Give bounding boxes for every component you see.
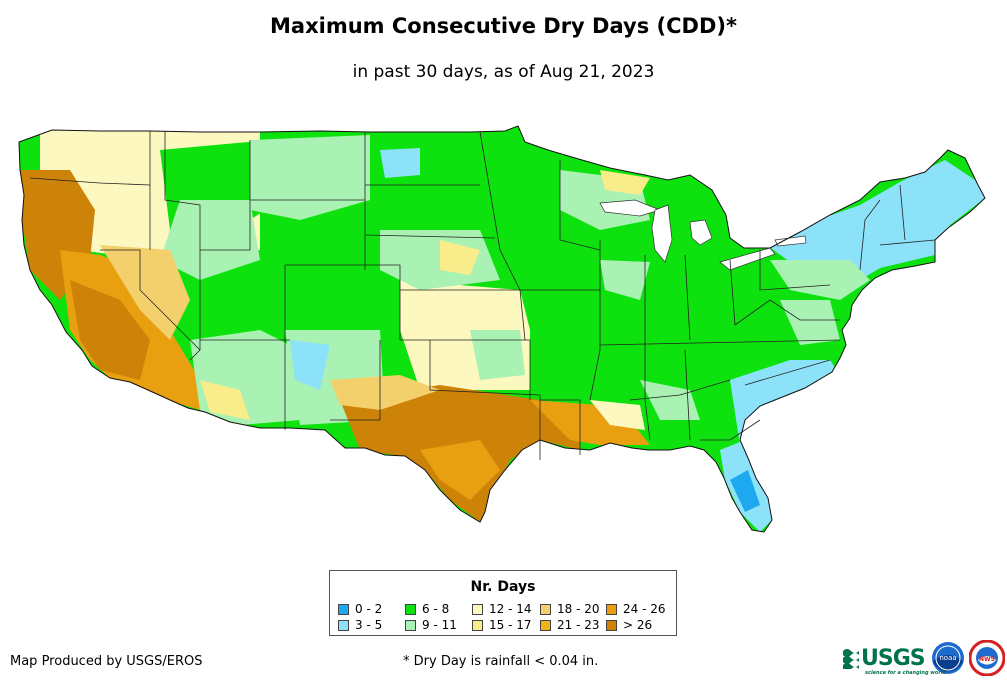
dry-day-note: * Dry Day is rainfall < 0.04 in. xyxy=(403,654,599,669)
legend-label: 3 - 5 xyxy=(355,618,383,632)
legend-item: 6 - 8 xyxy=(405,602,449,616)
noaa-logo-text: noaa xyxy=(939,654,956,662)
legend-title: Nr. Days xyxy=(470,579,536,595)
noaa-logo-icon: noaa xyxy=(931,642,964,674)
legend-item: 3 - 5 xyxy=(338,618,382,632)
usgs-tagline: science for a changing world xyxy=(865,669,947,676)
legend-item: 0 - 2 xyxy=(338,602,382,616)
legend-swatch xyxy=(472,603,483,615)
usgs-waves-icon xyxy=(843,649,859,669)
legend-label: 21 - 23 xyxy=(557,618,600,632)
legend-label: 18 - 20 xyxy=(557,602,600,616)
legend-item: 24 - 26 xyxy=(606,602,666,616)
nws-logo-icon: NWS xyxy=(968,640,1005,676)
legend-item: 12 - 14 xyxy=(472,602,532,616)
logo-row: USGS science for a changing world noaa N… xyxy=(843,640,1005,676)
legend-item: 9 - 11 xyxy=(405,618,457,632)
legend-item: 15 - 17 xyxy=(472,618,532,632)
credit-text: Map Produced by USGS/EROS xyxy=(10,654,203,669)
legend-swatch xyxy=(338,619,349,631)
legend-label: 0 - 2 xyxy=(355,602,383,616)
legend-label: 12 - 14 xyxy=(489,602,532,616)
legend-swatch xyxy=(405,619,416,631)
legend: Nr. Days 0 - 2 3 - 5 6 - 8 9 - 11 12 - 1… xyxy=(329,570,677,636)
legend-swatch xyxy=(540,619,551,631)
legend-swatch xyxy=(606,619,617,631)
legend-swatch xyxy=(405,603,416,615)
legend-label: 9 - 11 xyxy=(422,618,457,632)
us-cdd-map xyxy=(18,125,986,533)
legend-swatch xyxy=(606,603,617,615)
legend-swatch xyxy=(338,603,349,615)
usgs-logo: USGS science for a changing world xyxy=(861,645,946,676)
legend-swatch xyxy=(472,619,483,631)
legend-swatch xyxy=(540,603,551,615)
legend-label: 15 - 17 xyxy=(489,618,532,632)
usgs-logo-text: USGS xyxy=(861,645,926,671)
nws-logo-text: NWS xyxy=(979,656,995,663)
legend-item: 18 - 20 xyxy=(540,602,600,616)
map-subtitle: in past 30 days, as of Aug 21, 2023 xyxy=(352,62,655,82)
legend-label: > 26 xyxy=(623,618,653,632)
legend-label: 24 - 26 xyxy=(623,602,666,616)
legend-item: 21 - 23 xyxy=(540,618,600,632)
legend-label: 6 - 8 xyxy=(422,602,450,616)
legend-item: > 26 xyxy=(606,618,652,632)
map-title: Maximum Consecutive Dry Days (CDD)* xyxy=(270,14,737,38)
